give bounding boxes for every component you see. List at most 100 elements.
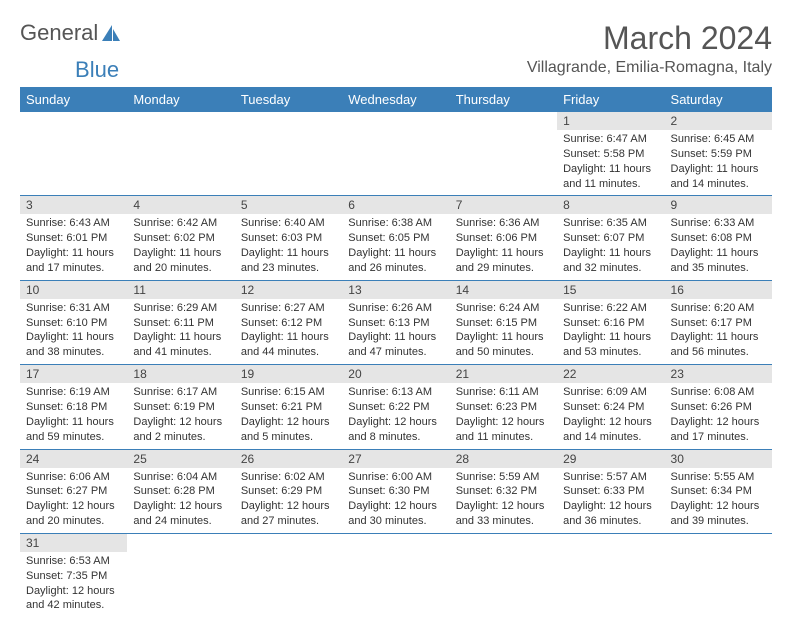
day-header: Thursday xyxy=(450,87,557,112)
day-number: 7 xyxy=(450,196,557,214)
day-number: 2 xyxy=(665,112,772,130)
day-number: 9 xyxy=(665,196,772,214)
calendar-day-cell: 8Sunrise: 6:35 AMSunset: 6:07 PMDaylight… xyxy=(557,196,664,280)
day-number: 10 xyxy=(20,281,127,299)
daylight-text: Daylight: 12 hours and 5 minutes. xyxy=(241,415,336,445)
sunrise-text: Sunrise: 6:09 AM xyxy=(563,385,658,400)
day-number: 21 xyxy=(450,365,557,383)
day-number: 27 xyxy=(342,450,449,468)
day-number: 29 xyxy=(557,450,664,468)
calendar-day-cell: 13Sunrise: 6:26 AMSunset: 6:13 PMDayligh… xyxy=(342,280,449,364)
day-content: Sunrise: 6:45 AMSunset: 5:59 PMDaylight:… xyxy=(665,130,772,195)
calendar-day-cell: 29Sunrise: 5:57 AMSunset: 6:33 PMDayligh… xyxy=(557,449,664,533)
daylight-text: Daylight: 12 hours and 8 minutes. xyxy=(348,415,443,445)
sunset-text: Sunset: 6:16 PM xyxy=(563,316,658,331)
daylight-text: Daylight: 12 hours and 30 minutes. xyxy=(348,499,443,529)
daylight-text: Daylight: 12 hours and 14 minutes. xyxy=(563,415,658,445)
daylight-text: Daylight: 12 hours and 27 minutes. xyxy=(241,499,336,529)
day-number: 13 xyxy=(342,281,449,299)
day-content: Sunrise: 6:11 AMSunset: 6:23 PMDaylight:… xyxy=(450,383,557,448)
calendar-day-cell xyxy=(342,533,449,617)
logo-text-1: General xyxy=(20,20,98,46)
sunrise-text: Sunrise: 6:33 AM xyxy=(671,216,766,231)
calendar-day-cell xyxy=(342,112,449,196)
day-content: Sunrise: 6:26 AMSunset: 6:13 PMDaylight:… xyxy=(342,299,449,364)
calendar-day-cell: 18Sunrise: 6:17 AMSunset: 6:19 PMDayligh… xyxy=(127,365,234,449)
calendar-day-cell: 23Sunrise: 6:08 AMSunset: 6:26 PMDayligh… xyxy=(665,365,772,449)
sunrise-text: Sunrise: 5:57 AM xyxy=(563,470,658,485)
sunrise-text: Sunrise: 6:40 AM xyxy=(241,216,336,231)
sunset-text: Sunset: 6:01 PM xyxy=(26,231,121,246)
calendar-day-cell: 5Sunrise: 6:40 AMSunset: 6:03 PMDaylight… xyxy=(235,196,342,280)
day-number: 4 xyxy=(127,196,234,214)
day-content: Sunrise: 6:29 AMSunset: 6:11 PMDaylight:… xyxy=(127,299,234,364)
sunset-text: Sunset: 6:13 PM xyxy=(348,316,443,331)
day-content: Sunrise: 6:08 AMSunset: 6:26 PMDaylight:… xyxy=(665,383,772,448)
day-content: Sunrise: 6:13 AMSunset: 6:22 PMDaylight:… xyxy=(342,383,449,448)
daylight-text: Daylight: 11 hours and 26 minutes. xyxy=(348,246,443,276)
logo-sail-icon xyxy=(100,23,122,43)
sunrise-text: Sunrise: 6:11 AM xyxy=(456,385,551,400)
calendar-day-cell xyxy=(127,533,234,617)
sunrise-text: Sunrise: 6:53 AM xyxy=(26,554,121,569)
calendar-day-cell: 11Sunrise: 6:29 AMSunset: 6:11 PMDayligh… xyxy=(127,280,234,364)
daylight-text: Daylight: 11 hours and 17 minutes. xyxy=(26,246,121,276)
daylight-text: Daylight: 12 hours and 2 minutes. xyxy=(133,415,228,445)
calendar-day-cell xyxy=(450,112,557,196)
daylight-text: Daylight: 11 hours and 44 minutes. xyxy=(241,330,336,360)
calendar-day-cell: 25Sunrise: 6:04 AMSunset: 6:28 PMDayligh… xyxy=(127,449,234,533)
sunset-text: Sunset: 6:32 PM xyxy=(456,484,551,499)
calendar-day-cell: 26Sunrise: 6:02 AMSunset: 6:29 PMDayligh… xyxy=(235,449,342,533)
day-number: 11 xyxy=(127,281,234,299)
calendar-day-cell: 17Sunrise: 6:19 AMSunset: 6:18 PMDayligh… xyxy=(20,365,127,449)
day-content: Sunrise: 6:35 AMSunset: 6:07 PMDaylight:… xyxy=(557,214,664,279)
day-header-row: Sunday Monday Tuesday Wednesday Thursday… xyxy=(20,87,772,112)
sunset-text: Sunset: 6:26 PM xyxy=(671,400,766,415)
day-number: 1 xyxy=(557,112,664,130)
sunset-text: Sunset: 6:08 PM xyxy=(671,231,766,246)
daylight-text: Daylight: 12 hours and 39 minutes. xyxy=(671,499,766,529)
day-header: Wednesday xyxy=(342,87,449,112)
daylight-text: Daylight: 11 hours and 35 minutes. xyxy=(671,246,766,276)
day-header: Tuesday xyxy=(235,87,342,112)
sunrise-text: Sunrise: 6:19 AM xyxy=(26,385,121,400)
calendar-day-cell xyxy=(20,112,127,196)
day-number: 5 xyxy=(235,196,342,214)
sunset-text: Sunset: 5:59 PM xyxy=(671,147,766,162)
sunrise-text: Sunrise: 6:20 AM xyxy=(671,301,766,316)
calendar-week-row: 24Sunrise: 6:06 AMSunset: 6:27 PMDayligh… xyxy=(20,449,772,533)
calendar-day-cell: 22Sunrise: 6:09 AMSunset: 6:24 PMDayligh… xyxy=(557,365,664,449)
sunset-text: Sunset: 6:30 PM xyxy=(348,484,443,499)
sunrise-text: Sunrise: 6:26 AM xyxy=(348,301,443,316)
daylight-text: Daylight: 12 hours and 11 minutes. xyxy=(456,415,551,445)
daylight-text: Daylight: 11 hours and 47 minutes. xyxy=(348,330,443,360)
day-number: 24 xyxy=(20,450,127,468)
day-number: 25 xyxy=(127,450,234,468)
day-number: 6 xyxy=(342,196,449,214)
calendar-day-cell: 12Sunrise: 6:27 AMSunset: 6:12 PMDayligh… xyxy=(235,280,342,364)
sunset-text: Sunset: 6:15 PM xyxy=(456,316,551,331)
daylight-text: Daylight: 11 hours and 41 minutes. xyxy=(133,330,228,360)
day-number: 14 xyxy=(450,281,557,299)
calendar-day-cell xyxy=(235,533,342,617)
day-content: Sunrise: 6:15 AMSunset: 6:21 PMDaylight:… xyxy=(235,383,342,448)
sunrise-text: Sunrise: 6:02 AM xyxy=(241,470,336,485)
sunrise-text: Sunrise: 6:29 AM xyxy=(133,301,228,316)
daylight-text: Daylight: 11 hours and 38 minutes. xyxy=(26,330,121,360)
calendar-day-cell: 3Sunrise: 6:43 AMSunset: 6:01 PMDaylight… xyxy=(20,196,127,280)
calendar-day-cell: 4Sunrise: 6:42 AMSunset: 6:02 PMDaylight… xyxy=(127,196,234,280)
day-number: 28 xyxy=(450,450,557,468)
day-content: Sunrise: 5:55 AMSunset: 6:34 PMDaylight:… xyxy=(665,468,772,533)
day-number: 30 xyxy=(665,450,772,468)
sunset-text: Sunset: 6:19 PM xyxy=(133,400,228,415)
calendar-week-row: 10Sunrise: 6:31 AMSunset: 6:10 PMDayligh… xyxy=(20,280,772,364)
calendar-day-cell: 20Sunrise: 6:13 AMSunset: 6:22 PMDayligh… xyxy=(342,365,449,449)
sunrise-text: Sunrise: 5:55 AM xyxy=(671,470,766,485)
sunset-text: Sunset: 6:05 PM xyxy=(348,231,443,246)
sunset-text: Sunset: 6:23 PM xyxy=(456,400,551,415)
sunrise-text: Sunrise: 5:59 AM xyxy=(456,470,551,485)
day-content: Sunrise: 6:38 AMSunset: 6:05 PMDaylight:… xyxy=(342,214,449,279)
sunrise-text: Sunrise: 6:15 AM xyxy=(241,385,336,400)
calendar-day-cell xyxy=(557,533,664,617)
logo-text-2-wrap: Blue xyxy=(20,57,772,83)
